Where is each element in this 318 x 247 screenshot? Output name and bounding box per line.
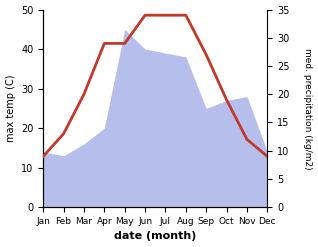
Y-axis label: max temp (C): max temp (C) — [5, 75, 16, 142]
Y-axis label: med. precipitation (kg/m2): med. precipitation (kg/m2) — [303, 48, 313, 169]
X-axis label: date (month): date (month) — [114, 231, 197, 242]
